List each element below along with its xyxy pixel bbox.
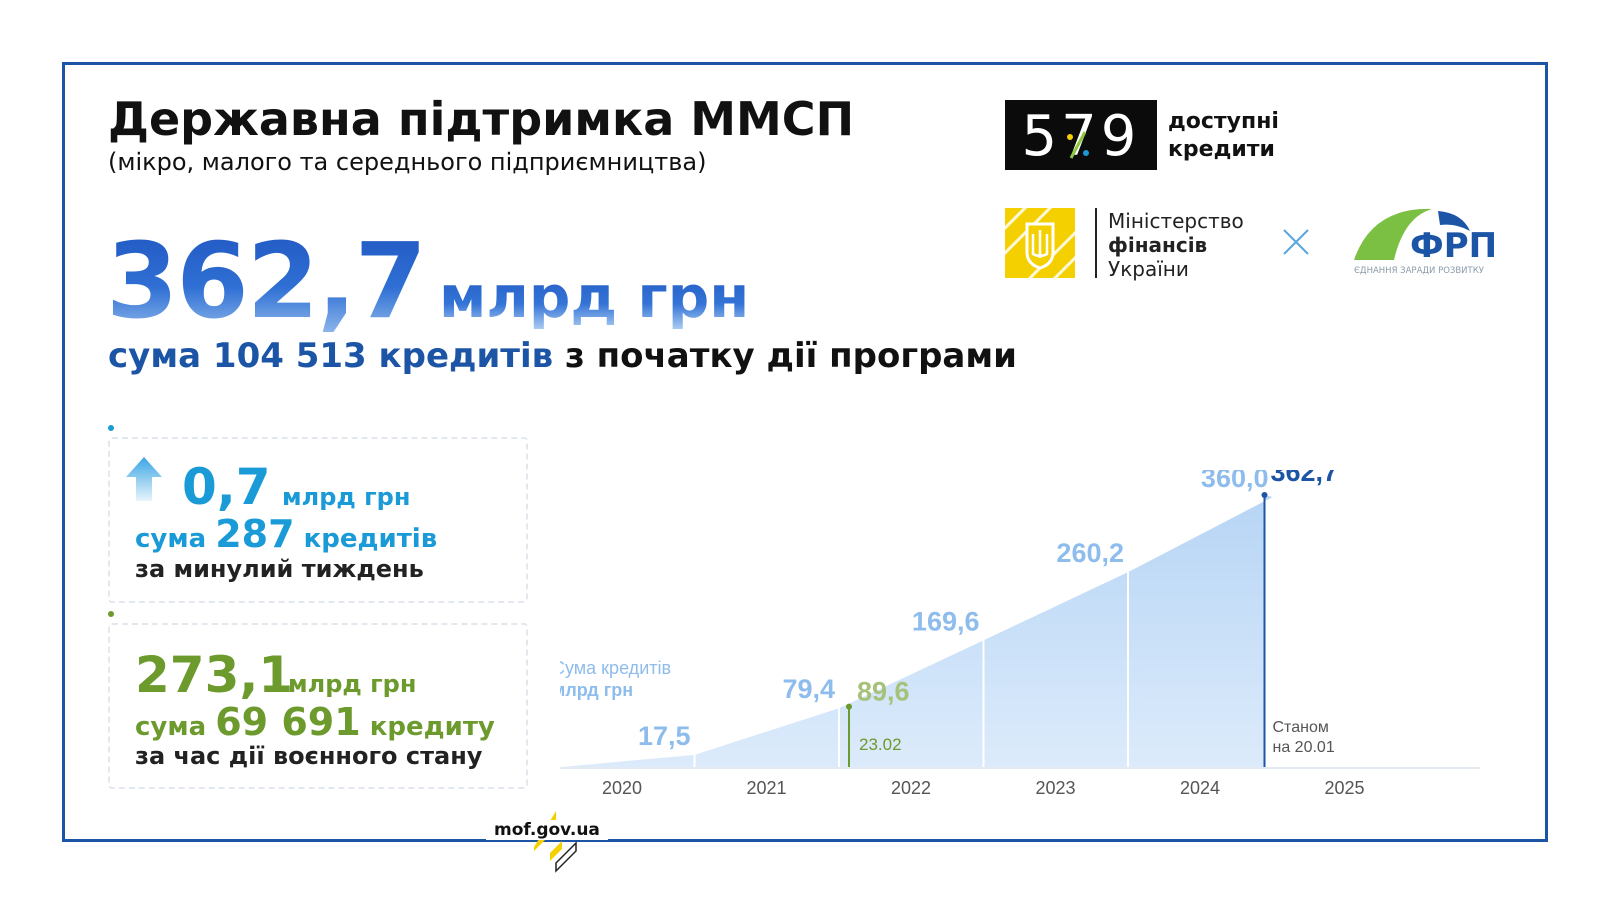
weekly-count-line: сума 287 кредитів bbox=[135, 512, 437, 556]
weekly-unit: млрд грн bbox=[282, 483, 411, 511]
wartime-count: 69 691 bbox=[215, 700, 361, 744]
ministry-line2: фінансів bbox=[1108, 233, 1208, 257]
footer-url: mof.gov.ua bbox=[486, 820, 608, 840]
loans-area-chart: 17,5 79,4 169,6 260,2 360,0 89,6 23.02 362,7 Ста… bbox=[560, 470, 1480, 798]
mof-footer-emblem-icon bbox=[534, 811, 577, 873]
ministry-line1: Міністерство bbox=[1108, 209, 1244, 233]
chart-value-label: 17,5 bbox=[638, 721, 691, 751]
program-579-text: доступні кредити bbox=[1168, 108, 1279, 164]
chart-x-tick-label: 2021 bbox=[746, 778, 786, 798]
wartime-card-dot bbox=[108, 611, 114, 617]
weekly-count-prefix: сума bbox=[135, 524, 207, 554]
chart-war-date-label: 23.02 bbox=[859, 735, 902, 754]
chart-x-tick-label: 2023 bbox=[1035, 778, 1075, 798]
wartime-period: за час дії воєнного стану bbox=[135, 742, 483, 770]
headline-value: 362,7 bbox=[106, 220, 427, 342]
chart-legend-line2: млрд грн bbox=[560, 680, 633, 700]
ukraine-trident-emblem-icon bbox=[1005, 208, 1075, 278]
weekly-value: 0,7 bbox=[182, 458, 271, 516]
chart-war-marker-point bbox=[846, 703, 852, 710]
chart-legend-line1: Сума кредитів bbox=[560, 658, 671, 678]
weekly-card bbox=[108, 437, 528, 603]
ministry-divider bbox=[1095, 208, 1097, 278]
chart-x-tick-label: 2024 bbox=[1180, 778, 1220, 798]
cross-icon bbox=[1283, 229, 1309, 255]
headline-count: 104 513 bbox=[212, 336, 367, 376]
ministry-name: Міністерство фінансів України bbox=[1108, 209, 1244, 281]
chart-final-marker-point bbox=[1261, 492, 1268, 499]
frp-fund-logo: ФРП ЄДНАННЯ ЗАРАДИ РОЗВИТКУ bbox=[1354, 208, 1497, 276]
chart-final-date-line2: на 20.01 bbox=[1273, 739, 1335, 756]
chart-final-date-line1: Станом bbox=[1273, 719, 1329, 736]
headline-line-prefix: сума bbox=[108, 336, 202, 376]
wartime-card bbox=[108, 623, 528, 789]
frp-tagline: ЄДНАННЯ ЗАРАДИ РОЗВИТКУ bbox=[1354, 266, 1485, 276]
headline-count-word: кредитів bbox=[378, 336, 554, 376]
chart-value-label: 169,6 bbox=[912, 606, 980, 636]
headline-line-suffix: з початку дії програми bbox=[565, 336, 1017, 376]
page-title: Державна підтримка ММСП bbox=[108, 92, 855, 146]
headline-amount: 362,7 млрд грн bbox=[106, 220, 749, 342]
program-line1: доступні bbox=[1168, 109, 1279, 134]
chart-x-tick-label: 2022 bbox=[891, 778, 931, 798]
headline-total-line: сума 104 513 кредитів з початку дії прог… bbox=[108, 336, 1017, 376]
program-579-logo: 579 bbox=[1005, 100, 1157, 170]
chart-x-tick-label: 2020 bbox=[602, 778, 642, 798]
infographic-frame bbox=[62, 62, 1548, 842]
wartime-unit: млрд грн bbox=[288, 670, 417, 698]
page-subtitle: (мікро, малого та середнього підприємниц… bbox=[108, 148, 707, 176]
weekly-count-word: кредитів bbox=[303, 524, 438, 554]
chart-area-fill bbox=[560, 495, 1273, 768]
chart-value-label: 360,0 bbox=[1201, 470, 1269, 493]
wartime-count-word: кредиту bbox=[369, 712, 495, 742]
chart-value-label: 260,2 bbox=[1056, 538, 1124, 568]
wartime-count-prefix: сума bbox=[135, 712, 207, 742]
chart-x-tick-label: 2025 bbox=[1324, 778, 1364, 798]
frp-name: ФРП bbox=[1410, 226, 1497, 266]
headline-unit: млрд грн bbox=[438, 263, 750, 331]
chart-final-value-label: 362,7 bbox=[1271, 470, 1339, 487]
weekly-card-dot bbox=[108, 425, 114, 431]
program-579-digits: 579 bbox=[1021, 104, 1141, 169]
wartime-value: 273,1 bbox=[135, 646, 294, 704]
weekly-period: за минулий тиждень bbox=[135, 555, 424, 583]
ministry-line3: України bbox=[1108, 257, 1189, 281]
arrow-up-icon bbox=[126, 457, 162, 501]
weekly-count: 287 bbox=[215, 512, 295, 556]
wartime-count-line: сума 69 691 кредиту bbox=[135, 700, 495, 744]
chart-war-value-label: 89,6 bbox=[857, 677, 910, 707]
chart-value-label: 79,4 bbox=[782, 674, 835, 704]
percent-mark-icon bbox=[1067, 131, 1089, 159]
program-line2: кредити bbox=[1168, 137, 1275, 162]
